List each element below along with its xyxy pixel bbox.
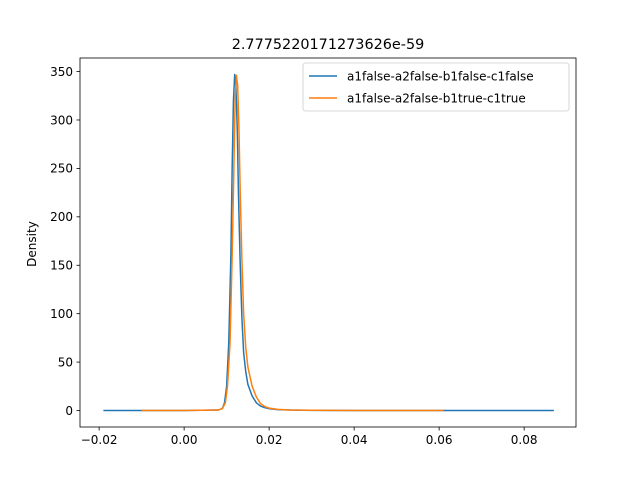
y-tick-label: 300	[50, 113, 73, 127]
y-tick-label: 50	[58, 355, 73, 369]
y-tick-label: 100	[50, 307, 73, 321]
x-tick-label: 0.06	[426, 433, 453, 447]
y-tick-label: 150	[50, 259, 73, 273]
x-tick-label: 0.08	[511, 433, 538, 447]
y-tick-label: 0	[65, 404, 73, 418]
axes-frame	[79, 57, 577, 428]
chart-title: 2.7775220171273626e-59	[232, 37, 425, 53]
y-tick-label: 350	[50, 65, 73, 79]
legend-box	[302, 62, 570, 112]
legend-label-1: a1false-a2false-b1false-c1false	[347, 69, 534, 83]
y-axis-label: Density	[25, 221, 39, 267]
x-tick-label: 0.04	[341, 433, 368, 447]
series-line-2	[141, 74, 444, 412]
plot-area: −0.02 0.00 0.02 0.04 0.06 0.08 0 50 100 150 200 250…	[50, 57, 577, 447]
x-tick-label: 0.02	[256, 433, 283, 447]
legend-label-2: a1false-a2false-b1true-c1true	[347, 91, 526, 105]
x-tick-label: −0.02	[81, 433, 118, 447]
y-tick-label: 250	[50, 162, 73, 176]
y-tick-label: 200	[50, 210, 73, 224]
x-tick-label: 0.00	[171, 433, 198, 447]
legend: a1false-a2false-b1false-c1false a1false-a…	[302, 62, 570, 112]
